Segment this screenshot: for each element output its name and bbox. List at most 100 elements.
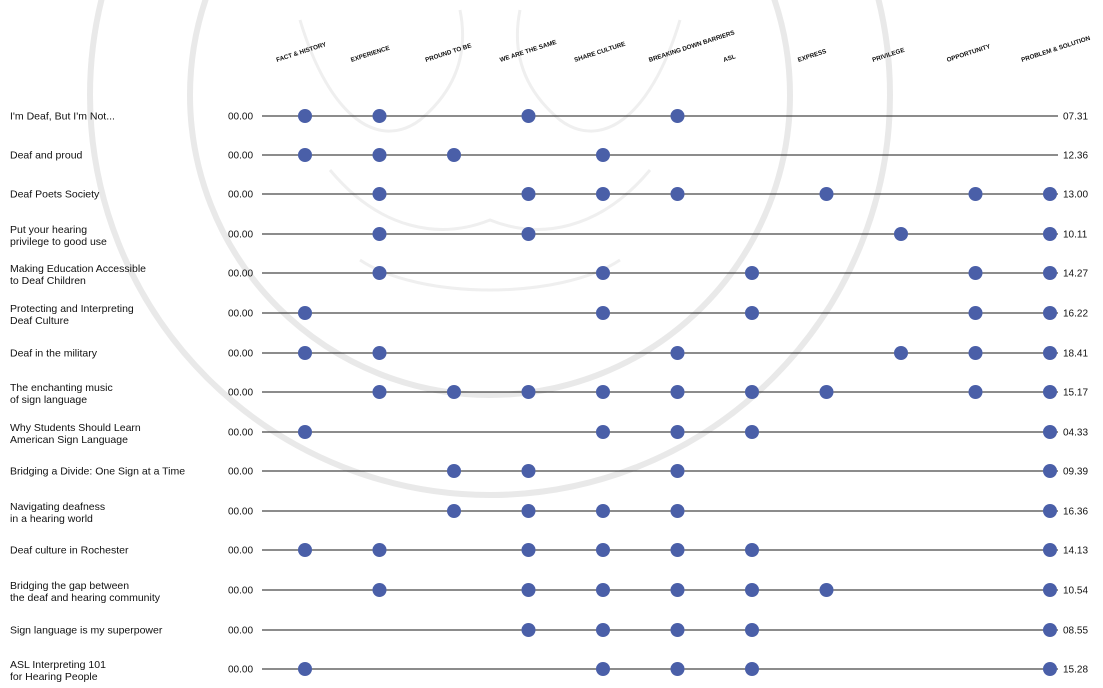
column-label: PROBLEM & SOLUTION [1020, 35, 1091, 64]
topic-marker [670, 385, 685, 399]
row-start-value: 00.00 [228, 467, 253, 478]
topic-marker [968, 266, 983, 280]
topic-marker [596, 623, 610, 637]
row-end-value: 08.55 [1063, 626, 1088, 637]
row-title: Deaf Poets Society [10, 189, 100, 201]
topic-marker [596, 187, 610, 201]
column-label: OPPORTUNITY [946, 43, 992, 64]
row-end-value: 18.41 [1063, 349, 1088, 360]
chart-row: Sign language is my superpower 00.00 08.55 [10, 623, 1088, 637]
row-title: Bridging the gap between [10, 580, 129, 592]
row-start-value: 00.00 [228, 269, 253, 280]
topic-marker [670, 543, 685, 557]
row-title: Protecting and Interpreting [10, 303, 134, 315]
row-title: I'm Deaf, But I'm Not... [10, 111, 115, 123]
topic-marker [596, 425, 610, 439]
topic-marker [521, 109, 536, 123]
topic-marker [447, 504, 461, 518]
row-start-value: 00.00 [228, 388, 253, 399]
topic-marker [745, 623, 759, 637]
topic-marker [521, 623, 536, 637]
topic-marker [670, 662, 685, 676]
row-title: The enchanting music [10, 382, 113, 394]
topic-marker [1043, 504, 1057, 518]
row-title: American Sign Language [10, 434, 128, 446]
topic-marker [521, 583, 536, 597]
topic-marker [894, 346, 908, 360]
topic-marker [447, 385, 461, 399]
topic-marker [1043, 623, 1057, 637]
topic-marker [745, 662, 759, 676]
topic-marker [745, 385, 759, 399]
row-end-value: 04.33 [1063, 428, 1088, 439]
topic-marker [372, 187, 387, 201]
topic-marker [596, 266, 610, 280]
topic-marker [968, 385, 983, 399]
row-title: Deaf in the military [10, 348, 98, 360]
row-start-value: 00.00 [228, 586, 253, 597]
topic-marker [670, 464, 685, 478]
row-end-value: 14.13 [1063, 546, 1088, 557]
row-end-value: 15.28 [1063, 665, 1088, 676]
topic-marker [596, 543, 610, 557]
topic-marker [596, 306, 610, 320]
row-end-value: 14.27 [1063, 269, 1088, 280]
row-title: to Deaf Children [10, 275, 86, 287]
row-start-value: 00.00 [228, 230, 253, 241]
row-title: ASL Interpreting 101 [10, 659, 106, 671]
row-title: Why Students Should Learn [10, 422, 141, 434]
chart-row: Deaf culture in Rochester 00.00 14.13 [10, 543, 1088, 557]
topic-marker [670, 504, 685, 518]
row-end-value: 16.22 [1063, 309, 1088, 320]
topic-marker [596, 504, 610, 518]
topic-marker [670, 425, 685, 439]
row-start-value: 00.00 [228, 546, 253, 557]
topic-marker [745, 425, 759, 439]
topic-marker [745, 266, 759, 280]
row-title: for Hearing People [10, 671, 98, 683]
row-title: Deaf Culture [10, 315, 69, 327]
row-start-value: 00.00 [228, 190, 253, 201]
column-label: SHARE CULTURE [573, 41, 626, 64]
column-label: PROUND TO BE [424, 42, 472, 64]
chart-row: Bridging a Divide: One Sign at a Time 00.… [10, 464, 1088, 478]
topic-marker [298, 148, 312, 162]
row-title: Bridging a Divide: One Sign at a Time [10, 466, 185, 478]
row-title: in a hearing world [10, 513, 93, 525]
topic-marker [1043, 385, 1057, 399]
topic-marker [1043, 425, 1057, 439]
row-start-value: 00.00 [228, 309, 253, 320]
topic-marker [447, 148, 461, 162]
topic-marker [372, 543, 387, 557]
row-title: Sign language is my superpower [10, 625, 163, 637]
row-start-value: 00.00 [228, 112, 253, 123]
topic-marker [372, 109, 387, 123]
row-start-value: 00.00 [228, 349, 253, 360]
chart-row: Deaf in the military 00.00 18.41 [10, 346, 1088, 360]
column-label: EXPERIENCE [350, 45, 391, 64]
topic-marker [372, 583, 387, 597]
topic-marker [1043, 583, 1057, 597]
topic-marker [670, 623, 685, 637]
row-start-value: 00.00 [228, 665, 253, 676]
row-end-value: 15.17 [1063, 388, 1088, 399]
row-start-value: 00.00 [228, 151, 253, 162]
chart-row: Deaf Poets Society 00.00 13.00 [10, 187, 1088, 201]
row-title: privilege to good use [10, 236, 107, 248]
row-title: the deaf and hearing community [10, 592, 161, 604]
topic-marker [298, 425, 312, 439]
topic-marker [1043, 266, 1057, 280]
topic-marker [596, 583, 610, 597]
topic-marker [372, 148, 387, 162]
topic-marker [521, 385, 536, 399]
column-label: WE ARE THE SAME [499, 39, 558, 64]
topic-marker [372, 346, 387, 360]
row-end-value: 16.36 [1063, 507, 1088, 518]
row-title: Put your hearing [10, 224, 87, 236]
